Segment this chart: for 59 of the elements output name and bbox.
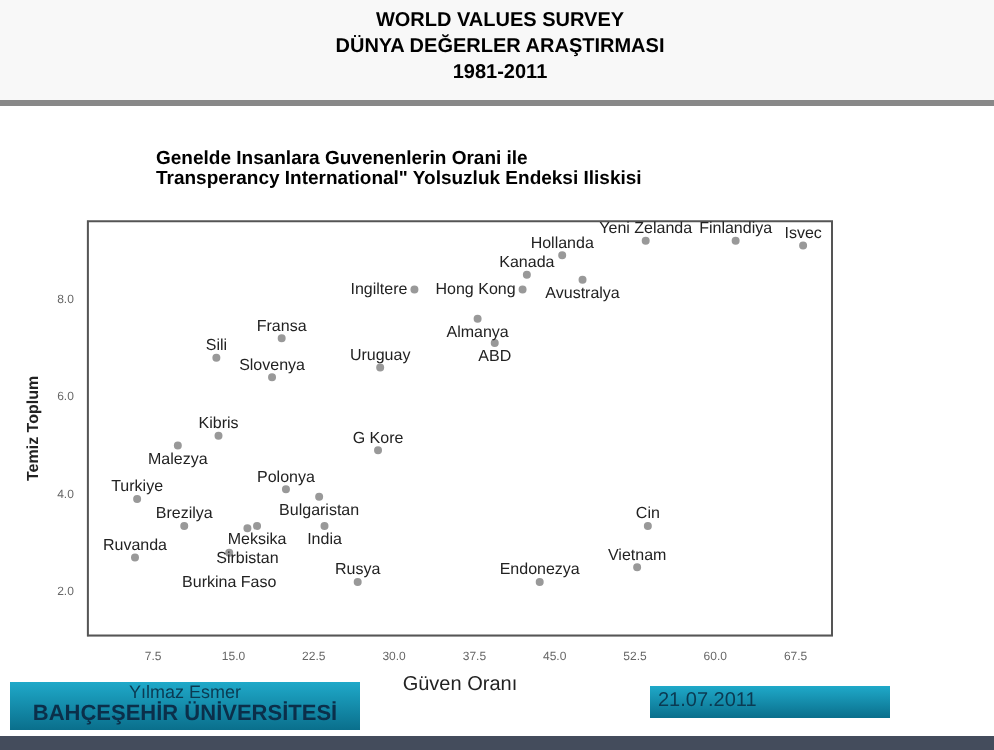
annotation: Fransa (256, 316, 308, 335)
annotation: Endonezya (499, 560, 581, 579)
point (320, 521, 329, 530)
annotation: ABD (478, 347, 512, 366)
text: Yılmaz Esmer (128, 682, 241, 702)
annotation: Hollanda (530, 233, 595, 252)
annotation: Bulgaristan (279, 501, 360, 520)
text: 21.07.2011 (650, 686, 890, 718)
annotation: Yeni Zelanda (599, 219, 694, 238)
point (253, 521, 262, 530)
annotation: Burkina Faso (182, 573, 278, 592)
point (643, 521, 652, 530)
point (133, 495, 142, 504)
annotation: Ruvanda (102, 536, 169, 554)
annotation: Brezilya (155, 504, 214, 523)
x-axis-title: Güven Oranı (402, 673, 518, 696)
point (277, 334, 286, 343)
annotation: Kanada (499, 253, 556, 272)
annotation: Malezya (148, 449, 209, 468)
point (799, 241, 808, 250)
y-axis-title: Temiz Toplum (24, 375, 43, 481)
annotation: Meksika (227, 530, 288, 549)
annotation: G Kore (352, 428, 405, 447)
annotation: India (307, 530, 343, 549)
point (518, 285, 527, 294)
annotation: Vietnam (607, 545, 668, 564)
annotation: Isvec (784, 223, 822, 242)
text: DÜNYA DEĞERLER ARAŞTIRMASI (333, 34, 667, 60)
point (130, 553, 139, 562)
point (410, 285, 419, 294)
annotation: Avustralya (545, 284, 621, 303)
annotation: Sirbistan (216, 548, 279, 567)
annotation: Cin (635, 504, 660, 523)
point (214, 431, 223, 440)
annotation: Turkiye (111, 477, 165, 496)
point (315, 492, 324, 501)
annotation: Rusya (335, 560, 382, 579)
annotation: Sili (205, 336, 228, 355)
chart-title: Genelde Insanlara Guvenenlerin Orani ile Transperancy International" Yolsuzluk Endeksi Iliskisi (156, 148, 642, 190)
point (212, 353, 221, 362)
annotation: Kibris (198, 414, 239, 433)
annotation: Uruguay (349, 345, 411, 364)
text: BAHÇEŞEHİR ÜNİVERSİTESİ (30, 702, 340, 728)
annotation: Almanya (446, 323, 510, 342)
text: 1981-2011 (450, 60, 550, 86)
annotation: Hong Kong (435, 279, 516, 298)
annotation: Slovenya (239, 355, 307, 374)
annotation: Ingiltere (350, 279, 409, 298)
point (558, 251, 567, 260)
point (633, 563, 642, 572)
point (374, 446, 383, 455)
annotation: Polonya (257, 467, 316, 486)
annotation: Finlandiya (699, 219, 774, 238)
point (578, 275, 587, 284)
point (522, 270, 531, 279)
point (473, 314, 482, 323)
point (173, 441, 182, 450)
text: WORLD VALUES SURVEY (373, 8, 627, 34)
point (641, 236, 650, 245)
